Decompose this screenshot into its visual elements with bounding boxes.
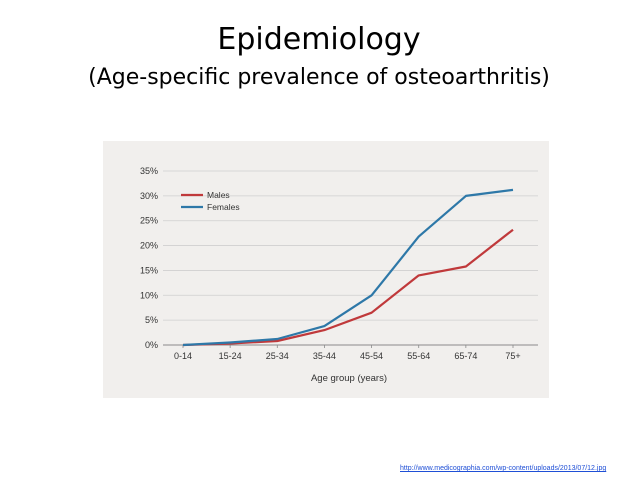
y-tick-label: 25%: [140, 216, 158, 226]
y-tick-label: 35%: [140, 166, 158, 176]
x-tick-label: 65-74: [454, 351, 477, 361]
y-tick-label: 20%: [140, 241, 158, 251]
x-tick-label: 45-54: [360, 351, 383, 361]
series-line-males: [182, 228, 514, 347]
x-tick-label: 55-64: [407, 351, 430, 361]
y-tick-label: 0%: [145, 340, 158, 350]
y-tick-label: 10%: [140, 290, 158, 300]
y-tick-label: 30%: [140, 191, 158, 201]
chart-panel: 0% 5% 10% 15% 20% 25% 30% 35% 0-14 15-24 25-34 35-4…: [103, 141, 549, 398]
y-tick-label: 15%: [140, 265, 158, 275]
series-line-females: [182, 188, 514, 347]
x-tick-label: 0-14: [174, 351, 192, 361]
prevalence-line-chart: 0% 5% 10% 15% 20% 25% 30% 35% 0-14 15-24 25-34 35-4…: [140, 166, 538, 384]
slide-title: Epidemiology: [217, 22, 421, 57]
x-tick-label: 35-44: [313, 351, 336, 361]
x-tick-label: 75+: [505, 351, 520, 361]
legend-label-males: Males: [207, 190, 230, 200]
x-tick-label: 25-34: [266, 351, 289, 361]
legend-label-females: Females: [207, 202, 240, 212]
y-tick-label: 5%: [145, 315, 158, 325]
source-link[interactable]: http://www.medicographia.com/wp-content/…: [400, 465, 607, 472]
slide-subtitle: (Age-specific prevalence of osteoarthrit…: [88, 65, 550, 90]
x-tick-label: 15-24: [219, 351, 242, 361]
x-axis-title: Age group (years): [311, 373, 387, 384]
